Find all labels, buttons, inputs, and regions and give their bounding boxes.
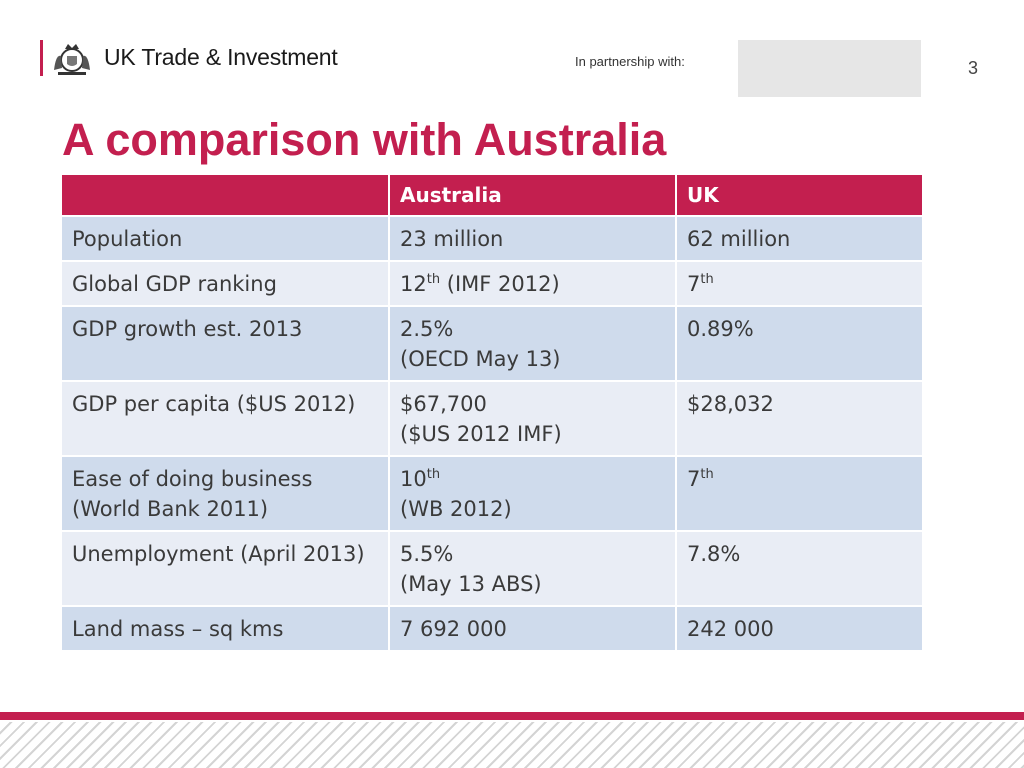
australia-value: $67,700 ($US 2012 IMF): [388, 380, 677, 457]
footer-accent-line: [0, 712, 1024, 720]
row-label: Land mass – sq kms: [60, 605, 390, 652]
value-note: (WB 2012): [400, 497, 512, 521]
value-main: $28,032: [687, 392, 774, 416]
value-main: 7 692 000: [400, 617, 507, 641]
australia-value: 5.5% (May 13 ABS): [388, 530, 677, 607]
comparison-table: Australia UK Population 23 million 62 mi…: [60, 173, 924, 652]
row-label: Population: [60, 215, 390, 262]
value-superscript: th: [700, 467, 714, 482]
partner-logo-placeholder: [738, 40, 921, 97]
value-main: 62 million: [687, 227, 791, 251]
australia-value: 12th (IMF 2012): [388, 260, 677, 307]
column-header-metric: [60, 173, 390, 217]
value-main: 7: [687, 467, 701, 491]
value-main: 7.8%: [687, 542, 741, 566]
footer-hatch-pattern: [0, 722, 1024, 768]
value-superscript: th: [426, 467, 441, 482]
row-label: Ease of doing business (World Bank 2011): [60, 455, 390, 532]
value-main: $67,700: [400, 392, 487, 416]
australia-value: 10th (WB 2012): [388, 455, 677, 532]
table-header-row: Australia UK: [60, 173, 924, 217]
row-label: Global GDP ranking: [60, 260, 390, 307]
column-header-uk: UK: [675, 173, 924, 217]
logo-text: UK Trade & Investment: [104, 44, 338, 70]
page-title: A comparison with Australia: [62, 114, 667, 165]
partnership-label: In partnership with:: [575, 54, 685, 69]
royal-crest-icon: [54, 44, 90, 75]
table-row: Global GDP ranking 12th (IMF 2012) 7th: [60, 260, 924, 307]
uk-value: 7th: [675, 455, 924, 532]
value-note: (May 13 ABS): [400, 572, 542, 596]
value-main: 23 million: [400, 227, 504, 251]
value-main: 5.5%: [400, 542, 454, 566]
value-superscript: th: [700, 272, 714, 287]
value-note: (IMF 2012): [440, 272, 560, 296]
value-main: 0.89%: [687, 317, 754, 341]
uk-value: 0.89%: [675, 305, 924, 382]
brand-bar: [40, 40, 43, 76]
uk-value: 242 000: [675, 605, 924, 652]
value-main: 12: [400, 272, 427, 296]
value-superscript: th: [426, 272, 441, 287]
uk-value: 7th: [675, 260, 924, 307]
row-label: Unemployment (April 2013): [60, 530, 390, 607]
value-main: 242 000: [687, 617, 774, 641]
table-row: Population 23 million 62 million: [60, 215, 924, 262]
value-main: 2.5%: [400, 317, 454, 341]
column-header-australia: Australia: [388, 173, 677, 217]
value-note: ($US 2012 IMF): [400, 422, 562, 446]
table-row: Land mass – sq kms 7 692 000 242 000: [60, 605, 924, 652]
table-row: GDP per capita ($US 2012) $67,700 ($US 20…: [60, 380, 924, 457]
uk-value: $28,032: [675, 380, 924, 457]
value-main: 10: [400, 467, 427, 491]
uk-value: 62 million: [675, 215, 924, 262]
australia-value: 2.5% (OECD May 13): [388, 305, 677, 382]
table-row: Ease of doing business (World Bank 2011)…: [60, 455, 924, 532]
table-row: GDP growth est. 2013 2.5% (OECD May 13) 0…: [60, 305, 924, 382]
page-number: 3: [968, 58, 979, 78]
table-row: Unemployment (April 2013) 5.5% (May 13 AB…: [60, 530, 924, 607]
australia-value: 23 million: [388, 215, 677, 262]
value-note: (OECD May 13): [400, 347, 561, 371]
value-main: 7: [687, 272, 701, 296]
row-label: GDP growth est. 2013: [60, 305, 390, 382]
row-label: GDP per capita ($US 2012): [60, 380, 390, 457]
australia-value: 7 692 000: [388, 605, 677, 652]
uk-value: 7.8%: [675, 530, 924, 607]
